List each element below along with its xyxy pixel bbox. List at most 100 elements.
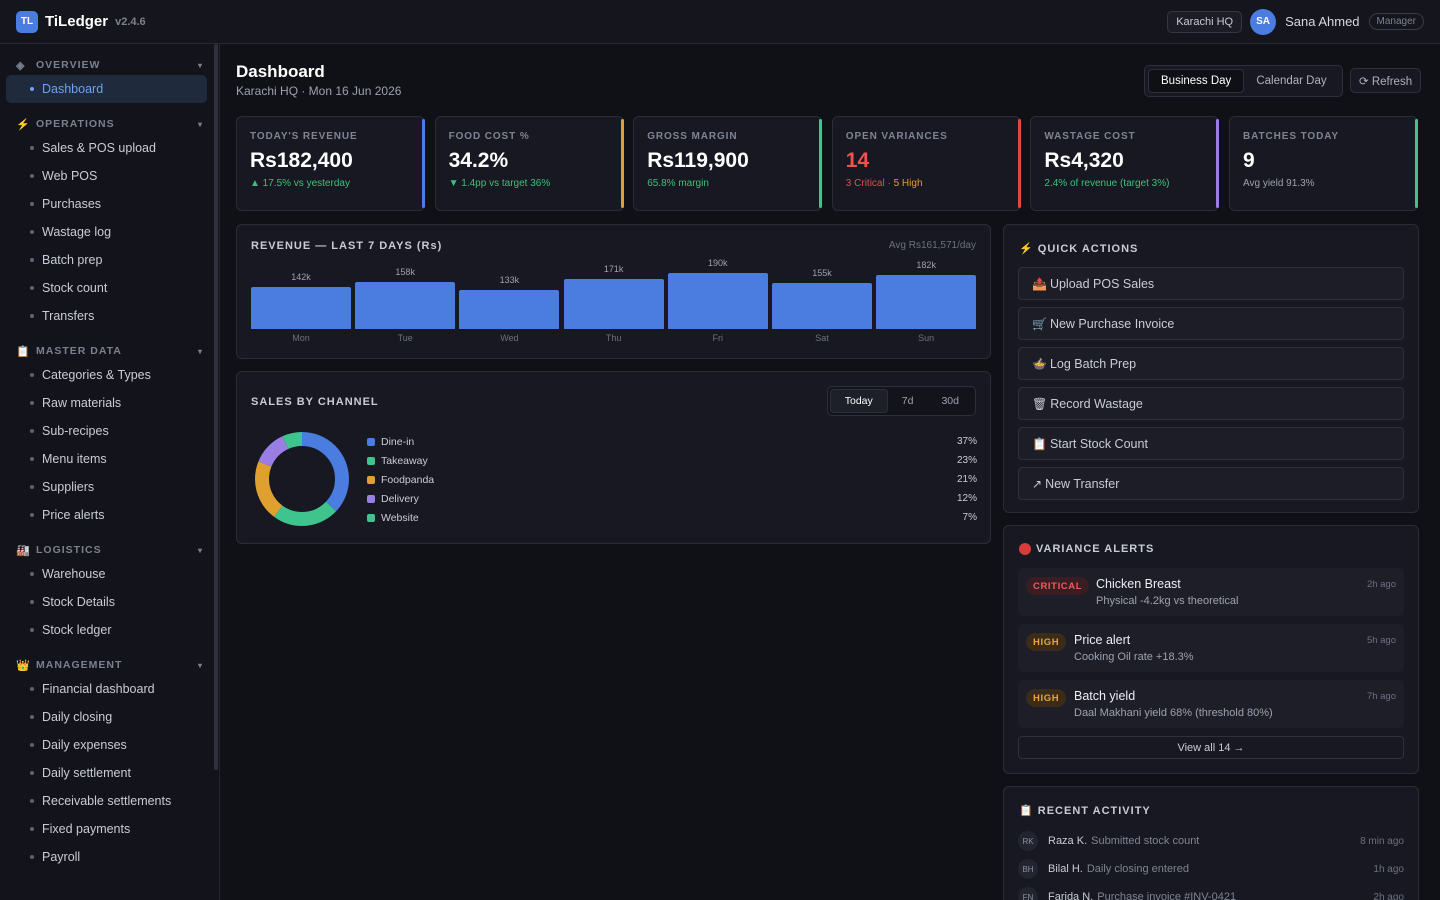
app-logo[interactable]: TL (16, 10, 38, 33)
alert-item[interactable]: HIGH Price alert Cooking Oil rate +18.3% 5h… (1018, 624, 1404, 672)
legend-swatch (367, 494, 375, 503)
alert-time: 5h ago (1366, 635, 1396, 646)
sidebar-section-master-data[interactable]: 📋 MASTER DATA ▾ (0, 341, 219, 361)
view-all-alerts-button[interactable]: View all 14 → (1018, 736, 1404, 759)
section-icon: 📋 (16, 345, 31, 358)
kpi-card[interactable]: TODAY'S REVENUE Rs182,400 ▲ 17.5% vs yeste… (236, 116, 425, 211)
quick-action-log-batch-prep[interactable]: 🍲 Log Batch Prep (1018, 347, 1404, 380)
section-title: MANAGEMENT (36, 659, 123, 671)
quick-action-record-wastage[interactable]: 🗑 Record Wastage (1018, 387, 1404, 420)
activity-time: 1h ago (1373, 863, 1404, 875)
range-selector: Today 7d 30d (826, 386, 976, 416)
legend-item: Dine-in 37% (367, 432, 977, 451)
kpi-card[interactable]: GROSS MARGIN Rs119,900 65.8% margin (633, 116, 823, 211)
revenue-bar[interactable] (355, 282, 456, 329)
sidebar-item-label: Daily expenses (42, 738, 127, 752)
sidebar-item-receivable-settlements[interactable]: Receivable settlements (0, 787, 219, 815)
day-mode-toggle: Business Day Calendar Day (1144, 65, 1343, 97)
revenue-bar[interactable] (251, 287, 351, 329)
sidebar-item-payroll[interactable]: Payroll (0, 843, 219, 871)
sidebar-section-management[interactable]: 👑 MANAGEMENT ▾ (0, 655, 219, 675)
revenue-bar-label: 182k (916, 260, 936, 271)
sidebar-item-daily-expenses[interactable]: Daily expenses (0, 731, 219, 759)
sidebar-nav: ◈ OVERVIEW ▾ Dashboard ⚡ OPERATIONS ▾ Sales & P… (0, 55, 219, 871)
activity-row[interactable]: BH Bilal H. Daily closing entered 1h ago (1018, 859, 1404, 879)
bullet-icon (30, 485, 34, 489)
activity-row[interactable]: RK Raza K. Submitted stock count 8 min ago (1018, 831, 1404, 851)
kpi-card[interactable]: OPEN VARIANCES 14 3 Critical · 5 High (831, 116, 1021, 211)
calendar-day-button[interactable]: Calendar Day (1256, 75, 1327, 87)
revenue-day-label: Thu (605, 333, 622, 343)
range-30d[interactable]: 30d (941, 395, 959, 407)
revenue-bar[interactable] (667, 273, 768, 329)
top-bar: TL TiLedger v2.4.6 Karachi HQ SA Sana Ah… (0, 0, 1440, 44)
quick-actions-title-text: QUICK ACTIONS (1037, 243, 1139, 255)
chevron-down-icon[interactable]: ▾ (197, 545, 203, 555)
alert-title: Price alert (1074, 633, 1131, 647)
range-7d[interactable]: 7d (901, 395, 914, 407)
sidebar-item-sales-pos-upload[interactable]: Sales & POS upload (0, 134, 219, 162)
action-label: Log Batch Prep (1049, 356, 1137, 371)
revenue-title: REVENUE — LAST 7 DAYS (Rs) (251, 240, 443, 252)
quick-action-upload-pos-sales[interactable]: 📤 Upload POS Sales (1018, 267, 1404, 300)
sidebar-item-label: Raw materials (42, 396, 122, 410)
revenue-bar[interactable] (563, 278, 664, 329)
kpi-card[interactable]: BATCHES TODAY 9 Avg yield 91.3% (1229, 116, 1418, 211)
donut-slice-takeaway[interactable] (255, 432, 349, 526)
kpi-card[interactable]: FOOD COST % 34.2% ▼ 1.4pp vs target 36% (434, 116, 624, 211)
sidebar-item-financial-dashboard[interactable]: Financial dashboard (0, 675, 219, 703)
user-name[interactable]: Sana Ahmed (1285, 14, 1360, 29)
kpi-subtext: ▼ 1.4pp vs target 36% (449, 178, 610, 189)
sidebar-item-raw-materials[interactable]: Raw materials (0, 389, 219, 417)
quick-action-new-transfer[interactable]: ↗ New Transfer (1018, 467, 1404, 500)
sidebar-item-sub-recipes[interactable]: Sub-recipes (0, 417, 219, 445)
sidebar-item-price-alerts[interactable]: Price alerts (0, 501, 219, 529)
refresh-button[interactable]: ⟳ Refresh (1350, 68, 1422, 93)
sidebar-section-overview[interactable]: ◈ OVERVIEW ▾ (0, 55, 219, 75)
quick-action-new-purchase-invoice[interactable]: 🛒 New Purchase Invoice (1018, 307, 1404, 340)
sidebar-item-stock-ledger[interactable]: Stock ledger (0, 616, 219, 644)
revenue-bar[interactable] (876, 275, 977, 329)
chevron-down-icon[interactable]: ▾ (197, 119, 203, 129)
sidebar-item-transfers[interactable]: Transfers (0, 302, 219, 330)
donut-slice-foodpanda[interactable] (255, 432, 349, 526)
quick-action-start-stock-count[interactable]: 📋 Start Stock Count (1018, 427, 1404, 460)
revenue-bar-label: 190k (708, 258, 728, 268)
alert-item[interactable]: CRITICAL Chicken Breast Physical -4.2kg vs… (1018, 568, 1404, 616)
chevron-down-icon[interactable]: ▾ (197, 660, 203, 670)
kpi-card[interactable]: WASTAGE COST Rs4,320 2.4% of revenue (targ… (1030, 116, 1220, 211)
range-today[interactable]: Today (829, 389, 888, 413)
sidebar-item-label: Payroll (42, 850, 81, 864)
sidebar-item-menu-items[interactable]: Menu items (0, 445, 219, 473)
sidebar-section-logistics[interactable]: 🏭 LOGISTICS ▾ (0, 540, 219, 560)
revenue-bar[interactable] (772, 283, 872, 329)
sidebar-item-stock-details[interactable]: Stock Details (0, 588, 219, 616)
sidebar-item-categories-types[interactable]: Categories & Types (0, 361, 219, 389)
sidebar-item-dashboard[interactable]: Dashboard (6, 75, 207, 103)
avatar[interactable]: SA (1250, 8, 1277, 35)
sidebar-scrollbar[interactable] (214, 44, 218, 770)
activity-row[interactable]: FN Farida N. Purchase invoice #INV-0421 2h … (1018, 887, 1404, 900)
sidebar-item-batch-prep[interactable]: Batch prep (0, 246, 219, 274)
sidebar-item-daily-settlement[interactable]: Daily settlement (0, 759, 219, 787)
sidebar-item-fixed-payments[interactable]: Fixed payments (0, 815, 219, 843)
sidebar-item-purchases[interactable]: Purchases (0, 190, 219, 218)
sidebar-item-label: Stock count (42, 281, 108, 295)
sidebar-item-wastage-log[interactable]: Wastage log (0, 218, 219, 246)
alert-item[interactable]: HIGH Batch yield Daal Makhani yield 68% (t… (1018, 680, 1404, 728)
lightning-icon: ⚡ (1019, 243, 1034, 255)
sidebar-item-warehouse[interactable]: Warehouse (0, 560, 219, 588)
sidebar-item-label: Price alerts (42, 508, 105, 522)
legend-percent: 37% (956, 436, 977, 447)
revenue-bar[interactable] (459, 289, 560, 329)
branch-selector[interactable]: Karachi HQ (1167, 10, 1243, 33)
sidebar-item-stock-count[interactable]: Stock count (0, 274, 219, 302)
chevron-down-icon[interactable]: ▾ (197, 60, 203, 70)
sidebar-item-web-pos[interactable]: Web POS (0, 162, 219, 190)
sidebar-item-daily-closing[interactable]: Daily closing (0, 703, 219, 731)
sidebar-section-operations[interactable]: ⚡ OPERATIONS ▾ (0, 114, 219, 134)
donut-slice-website[interactable] (255, 432, 349, 526)
business-day-button[interactable]: Business Day (1148, 69, 1245, 93)
sidebar-item-suppliers[interactable]: Suppliers (0, 473, 219, 501)
chevron-down-icon[interactable]: ▾ (197, 346, 203, 356)
